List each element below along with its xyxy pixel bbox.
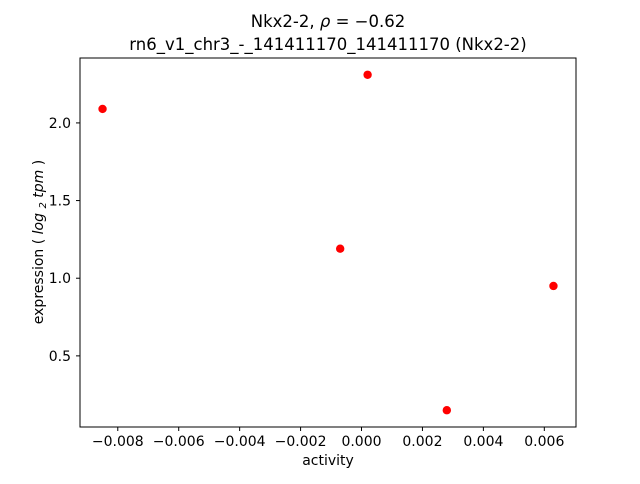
x-tick-label: 0.004 — [463, 434, 503, 450]
y-label-suffix: ) — [31, 160, 47, 165]
x-tick-label: −0.002 — [275, 434, 327, 450]
y-tick-label: 1.5 — [49, 194, 71, 210]
y-tick-label: 2.0 — [49, 116, 71, 132]
chart-title-name: Nkx2-2, — [251, 12, 320, 31]
x-tick-label: 0.000 — [341, 434, 381, 450]
y-tick-label: 1.0 — [49, 271, 71, 287]
axes-spines — [79, 57, 577, 428]
data-point — [363, 70, 372, 79]
x-tick-label: −0.008 — [92, 434, 144, 450]
y-label-tpm: tpm — [31, 170, 47, 198]
y-label-subscript: 2 — [38, 202, 49, 208]
x-axis-ticks: −0.008 −0.006 −0.004 −0.002 0.000 0.002 0.004 0… — [92, 427, 564, 450]
rho-symbol: ρ — [320, 12, 331, 31]
scatter-points — [98, 70, 558, 415]
x-axis-label: activity — [302, 453, 354, 469]
data-point — [549, 281, 558, 291]
y-axis-label: expression ( log 2 tpm ) — [31, 160, 50, 324]
x-tick-label: 0.002 — [402, 434, 442, 450]
y-axis-ticks: 0.5 1.0 1.5 2.0 — [49, 116, 80, 365]
x-tick-label: −0.006 — [153, 434, 205, 450]
x-tick-label: −0.004 — [214, 434, 266, 450]
y-label-prefix: expression ( — [31, 239, 47, 324]
data-point — [98, 104, 107, 114]
y-tick-label: 0.5 — [49, 349, 71, 365]
data-point — [335, 244, 345, 253]
plot-area — [80, 58, 576, 427]
chart-subtitle: rn6_v1_chr3_-_141411170_141411170 (Nkx2-… — [129, 35, 526, 55]
x-tick-label: 0.006 — [524, 434, 564, 450]
chart-title: Nkx2-2, ρ = −0.62 — [251, 12, 405, 31]
data-point — [442, 406, 452, 415]
y-label-log: log — [31, 213, 47, 234]
chart-title-correlation: = −0.62 — [336, 12, 406, 31]
